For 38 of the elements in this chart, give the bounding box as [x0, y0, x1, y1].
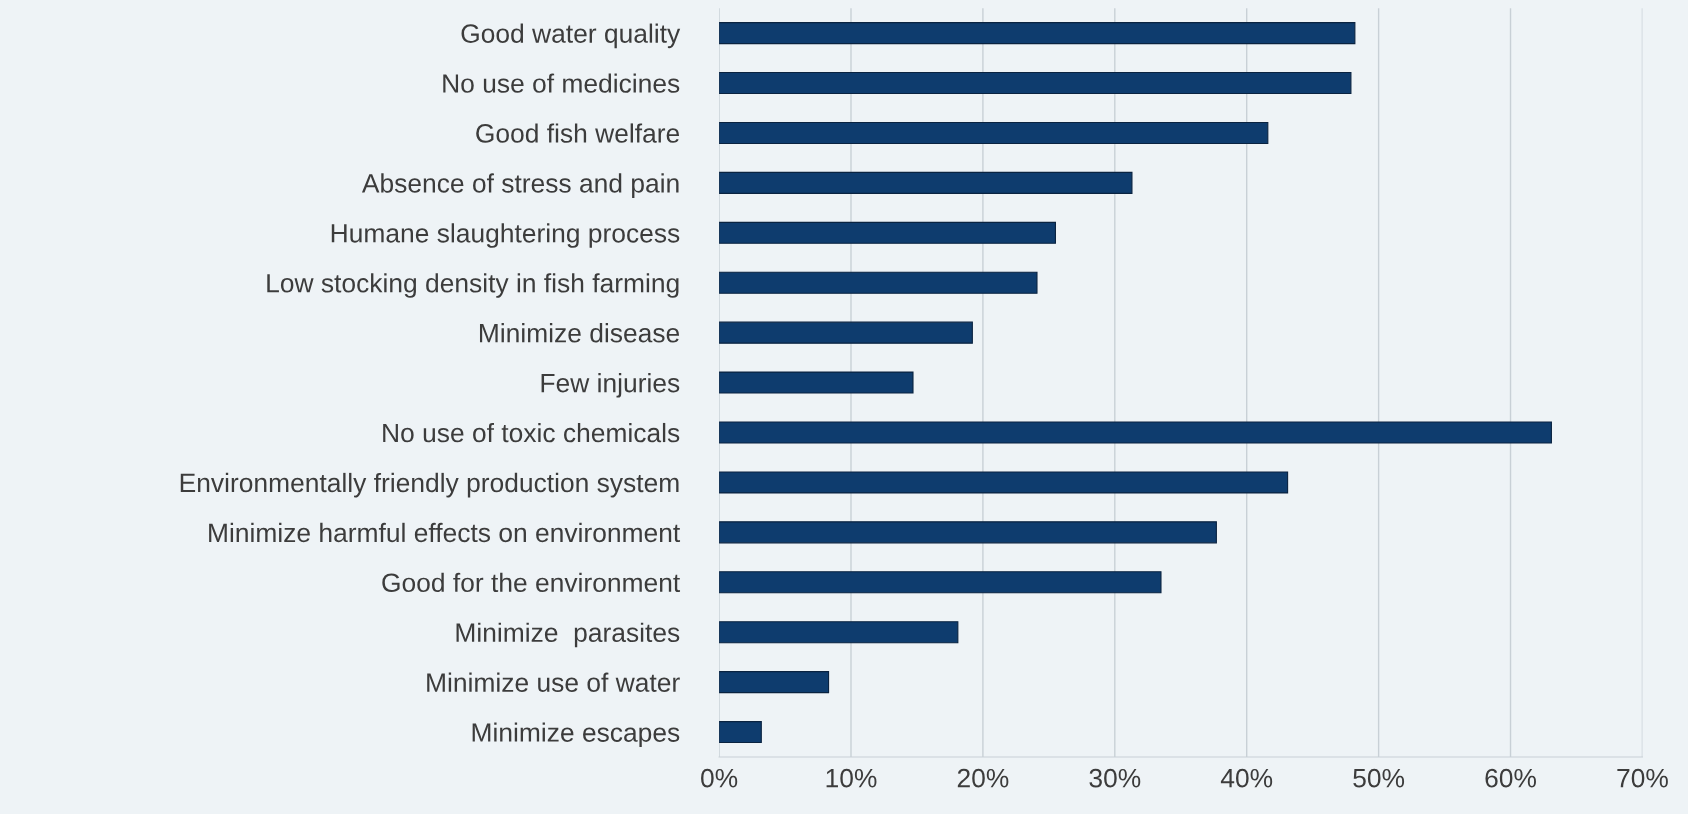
y-tick-label: Good fish welfare	[476, 123, 680, 143]
y-tick-label: Minimize disease	[479, 323, 680, 343]
bar	[719, 321, 973, 344]
x-tick-label: 0%	[701, 768, 738, 788]
y-tick-label: Minimize use of water	[427, 672, 680, 692]
x-tick-label: 20%	[957, 768, 1009, 788]
x-tick-label: 50%	[1353, 768, 1405, 788]
y-tick-label: Good water quality	[461, 23, 681, 49]
y-tick-label: No use of medicines	[443, 73, 680, 93]
bar	[719, 621, 959, 644]
x-tick-label: 10%	[826, 768, 877, 788]
bar	[719, 671, 830, 694]
bar	[719, 71, 1352, 95]
bar	[719, 121, 1269, 144]
y-tick-label: No use of toxic chemicals	[383, 422, 680, 443]
x-tick-label: 70%	[1617, 768, 1668, 788]
bar	[719, 471, 1289, 494]
bar	[719, 221, 1057, 244]
y-tick-label: Absence of stress and pain	[361, 173, 679, 198]
bar	[719, 171, 1133, 194]
bar	[719, 22, 1356, 45]
bar	[719, 571, 1162, 594]
y-tick-label: Humane slaughtering process	[331, 223, 680, 248]
y-tick-label: Environmentally friendly production system	[180, 472, 679, 498]
y-tick-label: Minimize escapes	[472, 722, 680, 748]
y-tick-label: Few injuries	[541, 373, 680, 398]
bar	[719, 371, 914, 394]
bar	[719, 421, 1552, 444]
y-tick-label: Low stocking density in fish farming	[267, 273, 679, 298]
bar	[719, 271, 1038, 294]
y-tick-label: Minimize parasites	[456, 622, 680, 648]
x-tick-label: 60%	[1485, 768, 1536, 788]
bar	[719, 521, 1217, 544]
y-tick-label: Minimize harmful effects on environment	[209, 522, 681, 543]
x-tick-label: 30%	[1089, 768, 1141, 788]
y-tick-label: Good for the environment	[382, 572, 681, 593]
x-tick-label: 40%	[1220, 768, 1273, 788]
bar	[719, 721, 762, 744]
